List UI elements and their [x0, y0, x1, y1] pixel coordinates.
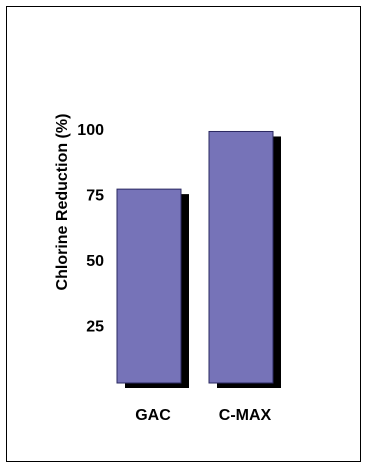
chart-frame: 25 50 75 100 GAC C-MAX Chlorine Reduction (%… — [6, 6, 361, 462]
y-axis-label: Chlorine Reduction (%) — [54, 114, 71, 291]
bar-c-max — [208, 130, 274, 384]
category-label-c-max: C-MAX — [219, 407, 272, 424]
y-tick-label-25: 25 — [86, 318, 104, 335]
y-tick-label-100: 100 — [77, 122, 104, 139]
bar-gac — [116, 188, 182, 384]
bar-chart: 25 50 75 100 GAC C-MAX Chlorine Reduction (%… — [54, 114, 281, 424]
y-tick-label-50: 50 — [86, 253, 104, 270]
y-tick-label-75: 75 — [86, 187, 104, 204]
category-label-gac: GAC — [135, 407, 171, 424]
